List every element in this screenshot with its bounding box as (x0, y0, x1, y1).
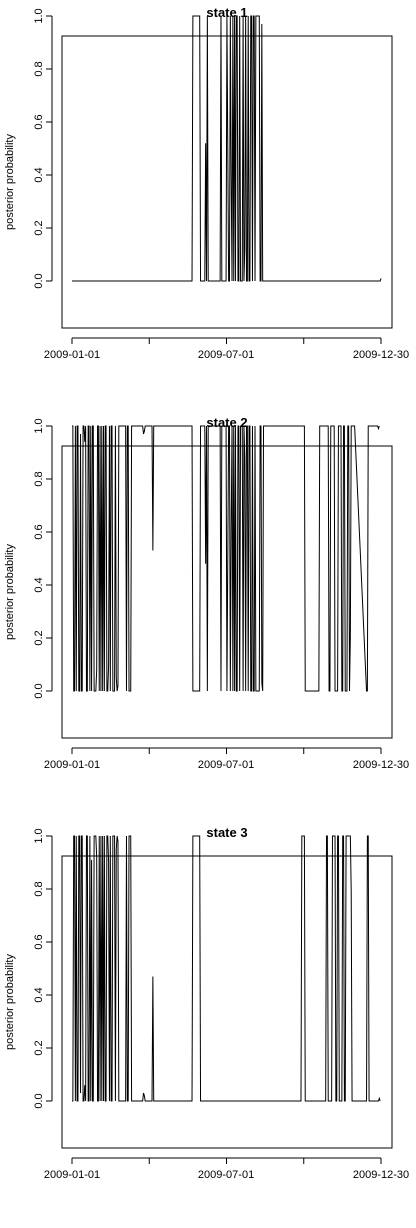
chart-title: state 3 (206, 825, 247, 840)
x-tick-label: 2009-12-30 (353, 349, 409, 361)
y-tick-label: 0.0 (33, 273, 45, 288)
chart-panel-2: state 2 0.0 0.2 0.4 0.6 0.8 1.0 posterior proba… (4, 415, 409, 771)
chart-panel-3: state 3 0.0 0.2 0.4 0.6 0.8 1.0 posterior proba… (4, 825, 409, 1181)
y-tick-label: 1.0 (33, 418, 45, 433)
x-tick-label: 2009-01-01 (44, 1169, 100, 1181)
plot-frame (61, 445, 393, 739)
y-tick-label: 1.0 (33, 8, 45, 23)
y-tick-label: 0.0 (33, 1093, 45, 1108)
series-line (72, 15, 382, 282)
series-line (72, 835, 381, 1102)
y-tick-label: 0.4 (33, 577, 45, 592)
y-tick-label: 0.8 (33, 61, 45, 76)
y-tick-label: 0.8 (33, 881, 45, 896)
y-axis-label: posterior probability (4, 134, 16, 230)
x-tick-label: 2009-01-01 (44, 759, 100, 771)
y-tick-label: 0.2 (33, 220, 45, 235)
plot-frame (61, 855, 393, 1149)
y-tick-label: 0.0 (33, 683, 45, 698)
x-tick-label: 2009-07-01 (198, 759, 254, 771)
x-tick-label: 2009-07-01 (198, 1169, 254, 1181)
chart-title: state 2 (206, 415, 247, 430)
y-tick-label: 0.6 (33, 524, 45, 539)
y-tick-label: 0.2 (33, 1040, 45, 1055)
y-tick-label: 0.8 (33, 471, 45, 486)
y-tick-label: 0.6 (33, 934, 45, 949)
x-tick-label: 2009-12-30 (353, 759, 409, 771)
y-tick-label: 0.6 (33, 114, 45, 129)
y-axis-label: posterior probability (4, 544, 16, 640)
y-axis-label: posterior probability (4, 954, 16, 1050)
y-tick-label: 1.0 (33, 828, 45, 843)
y-tick-label: 0.2 (33, 630, 45, 645)
x-tick-label: 2009-12-30 (353, 1169, 409, 1181)
y-tick-label: 0.4 (33, 987, 45, 1002)
series-line (72, 425, 380, 692)
x-tick-label: 2009-07-01 (198, 349, 254, 361)
y-tick-label: 0.4 (33, 167, 45, 182)
x-tick-label: 2009-01-01 (44, 349, 100, 361)
